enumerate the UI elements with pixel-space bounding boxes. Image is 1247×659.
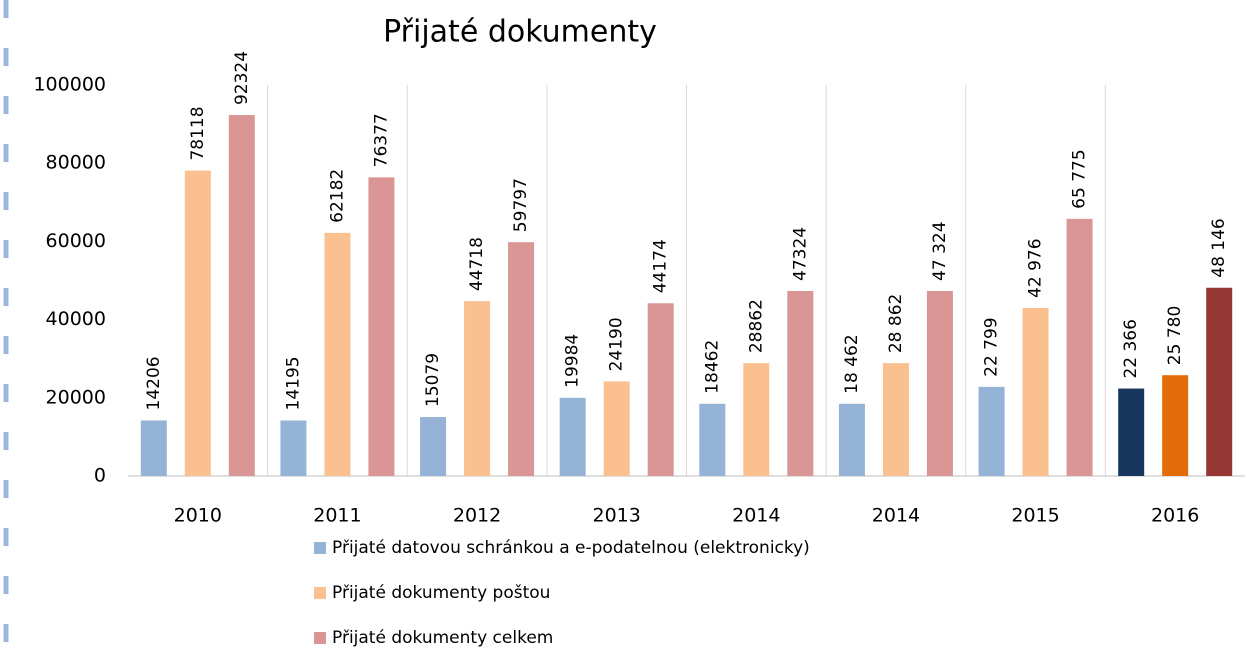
value-label: 28862 — [746, 299, 766, 353]
y-tick-label: 80000 — [46, 152, 106, 174]
bar — [926, 290, 953, 476]
value-label: 47 324 — [930, 221, 950, 280]
value-label: 24190 — [607, 317, 627, 371]
y-tick-label: 0 — [94, 465, 106, 487]
value-label: 22 366 — [1121, 319, 1141, 378]
x-tick-label: 2014 — [872, 505, 920, 527]
bar — [228, 115, 255, 477]
x-tick-label: 2013 — [593, 505, 641, 527]
value-label: 59797 — [511, 178, 531, 232]
value-label: 76377 — [371, 113, 391, 167]
bar — [184, 170, 211, 476]
x-tick-label: 2010 — [174, 505, 222, 527]
bar — [603, 381, 630, 476]
bar — [464, 301, 491, 476]
bar — [559, 397, 586, 476]
bar — [1022, 307, 1049, 476]
value-label: 92324 — [232, 51, 252, 105]
x-tick-label: 2015 — [1011, 505, 1059, 527]
y-tick-label: 100000 — [33, 74, 106, 96]
value-label: 22 799 — [982, 317, 1002, 376]
value-label: 65 775 — [1070, 149, 1090, 208]
bar — [280, 420, 307, 476]
bar — [647, 303, 674, 476]
value-label: 44718 — [467, 237, 487, 291]
value-label: 14206 — [144, 356, 164, 410]
bar — [743, 363, 770, 476]
bar — [140, 420, 167, 476]
legend-label: Přijaté datovou schránkou a e-podatelnou… — [332, 538, 810, 558]
bar — [324, 232, 351, 476]
value-label: 28 862 — [886, 294, 906, 353]
x-tick-label: 2016 — [1151, 505, 1199, 527]
value-label: 47324 — [790, 227, 810, 281]
y-tick-label: 40000 — [46, 308, 106, 330]
legend-label: Přijaté dokumenty poštou — [332, 583, 550, 603]
y-tick-label: 20000 — [46, 386, 106, 408]
chart-title: Přijaté dokumenty — [383, 15, 657, 50]
legend-label: Přijaté dokumenty celkem — [332, 628, 553, 648]
value-label: 15079 — [423, 353, 443, 407]
x-tick-label: 2014 — [732, 505, 780, 527]
bar — [1066, 218, 1093, 476]
bar — [1118, 388, 1145, 476]
bar — [1206, 287, 1233, 476]
legend-swatch — [314, 542, 326, 554]
bar — [420, 417, 447, 476]
bar — [508, 242, 535, 476]
value-label: 44174 — [651, 239, 671, 293]
value-label: 78118 — [188, 106, 208, 160]
x-tick-label: 2012 — [453, 505, 501, 527]
bar — [882, 363, 909, 476]
y-tick-label: 60000 — [46, 230, 106, 252]
bar — [838, 403, 865, 476]
value-label: 48 146 — [1209, 218, 1229, 277]
bar — [1162, 375, 1189, 476]
legend-swatch — [314, 587, 326, 599]
value-label: 19984 — [563, 334, 583, 388]
x-tick-label: 2011 — [313, 505, 361, 527]
value-label: 42 976 — [1026, 238, 1046, 297]
value-label: 25 780 — [1165, 306, 1185, 365]
bar — [699, 403, 726, 476]
bar — [787, 290, 814, 476]
value-label: 62182 — [327, 169, 347, 223]
value-label: 18 462 — [842, 334, 862, 393]
value-label: 18462 — [702, 340, 722, 394]
bar — [368, 177, 395, 476]
bar — [978, 386, 1005, 476]
value-label: 14195 — [283, 356, 303, 410]
legend-swatch — [314, 632, 326, 644]
